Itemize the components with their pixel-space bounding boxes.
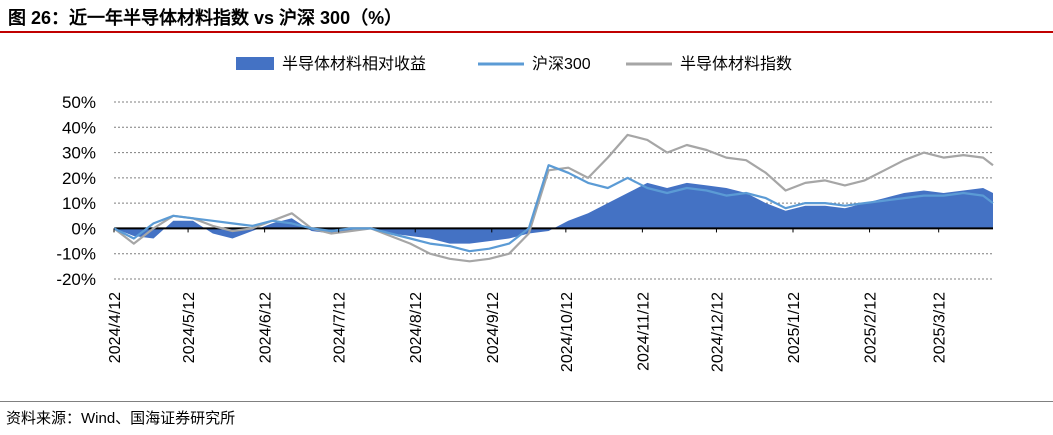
y-tick-label: 20% xyxy=(62,169,96,188)
x-tick-label: 2024/9/12 xyxy=(485,292,502,363)
x-tick-label: 2024/5/12 xyxy=(181,292,198,363)
y-tick-label: 10% xyxy=(62,194,96,213)
legend: 半导体材料相对收益 沪深300 半导体材料指数 xyxy=(236,55,792,73)
legend-label-relative: 半导体材料相对收益 xyxy=(282,55,426,73)
x-tick-label: 2025/1/12 xyxy=(786,292,803,363)
legend-swatch-relative xyxy=(236,57,274,70)
gridlines xyxy=(114,101,993,280)
x-tick-label: 2024/12/12 xyxy=(710,292,727,372)
series-line-hs300 xyxy=(113,164,994,253)
y-tick-label: -20% xyxy=(56,270,96,289)
x-tick-label: 2024/11/12 xyxy=(635,292,652,371)
source-note: 资料来源：Wind、国海证券研究所 xyxy=(6,410,236,427)
y-tick-label: 50% xyxy=(62,93,96,112)
series-line-index xyxy=(113,133,994,263)
y-tick-label: 40% xyxy=(62,118,96,137)
title-rule xyxy=(0,31,1053,33)
x-tick-label: 2024/6/12 xyxy=(258,292,275,363)
plot-area xyxy=(113,133,994,263)
series-area-relative xyxy=(114,182,993,244)
x-tick-label: 2025/2/12 xyxy=(863,292,880,363)
y-tick-label: 0% xyxy=(71,219,96,238)
x-tick-label: 2024/4/12 xyxy=(107,292,124,363)
legend-label-index: 半导体材料指数 xyxy=(680,55,792,73)
y-tick-label: 30% xyxy=(62,144,96,163)
y-tick-label: -10% xyxy=(56,245,96,264)
x-axis-ticks: 2024/4/12 2024/5/12 2024/6/12 2024/7/12 2024… xyxy=(107,228,949,372)
x-tick-label: 2025/3/12 xyxy=(932,292,949,363)
x-tick-label: 2024/7/12 xyxy=(332,292,349,363)
source-rule xyxy=(0,401,1053,402)
x-tick-label: 2024/8/12 xyxy=(408,292,425,363)
figure-title: 图 26：近一年半导体材料指数 vs 沪深 300（%） xyxy=(8,8,403,28)
legend-label-hs300: 沪深300 xyxy=(532,55,591,73)
x-tick-label: 2024/10/12 xyxy=(559,292,576,372)
y-axis-ticks: 50% 40% 30% 20% 10% 0% -10% -20% xyxy=(56,93,96,289)
